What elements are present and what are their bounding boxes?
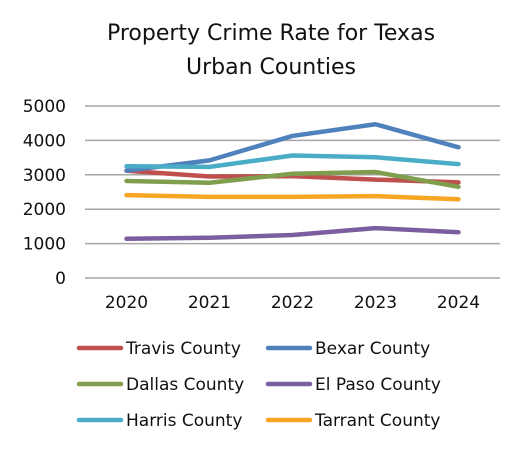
series-line-dallas-county (124, 169, 461, 190)
legend-label-harris-county: Harris County (126, 411, 242, 431)
y-tick-label: 4000 (23, 131, 66, 151)
legend: Travis County Bexar County Dallas County El… (76, 339, 441, 431)
series-line-tarrant-county (124, 192, 461, 202)
x-tick-label: 2024 (437, 293, 480, 313)
x-tick-label: 2023 (354, 293, 397, 313)
y-tick-label: 3000 (23, 166, 66, 186)
x-tick-label: 2022 (271, 293, 314, 313)
x-tick-label: 2021 (188, 293, 231, 313)
legend-label-dallas-county: Dallas County (126, 375, 244, 395)
series-line-travis-county (124, 168, 461, 185)
legend-label-tarrant-county: Tarrant County (314, 411, 440, 431)
series-line-el-paso-county (124, 225, 461, 242)
chart-title-line-1: Property Crime Rate for Texas (107, 21, 435, 46)
y-axis-ticks: 0 1000 2000 3000 4000 5000 (23, 97, 66, 289)
gridlines (85, 105, 500, 279)
legend-label-el-paso-county: El Paso County (315, 375, 441, 395)
y-tick-label: 2000 (23, 200, 66, 220)
y-tick-label: 0 (55, 269, 66, 289)
y-tick-label: 1000 (23, 235, 66, 255)
y-tick-label: 5000 (23, 97, 66, 117)
x-tick-label: 2020 (105, 293, 148, 313)
series-line-harris-county (124, 153, 461, 170)
x-axis-ticks: 2020 2021 2022 2023 2024 (105, 293, 480, 313)
series-line-bexar-county (124, 121, 461, 173)
legend-label-bexar-county: Bexar County (315, 339, 430, 359)
legend-label-travis-county: Travis County (125, 339, 241, 359)
series-lines (124, 121, 461, 242)
chart-title-line-2: Urban Counties (186, 55, 356, 80)
